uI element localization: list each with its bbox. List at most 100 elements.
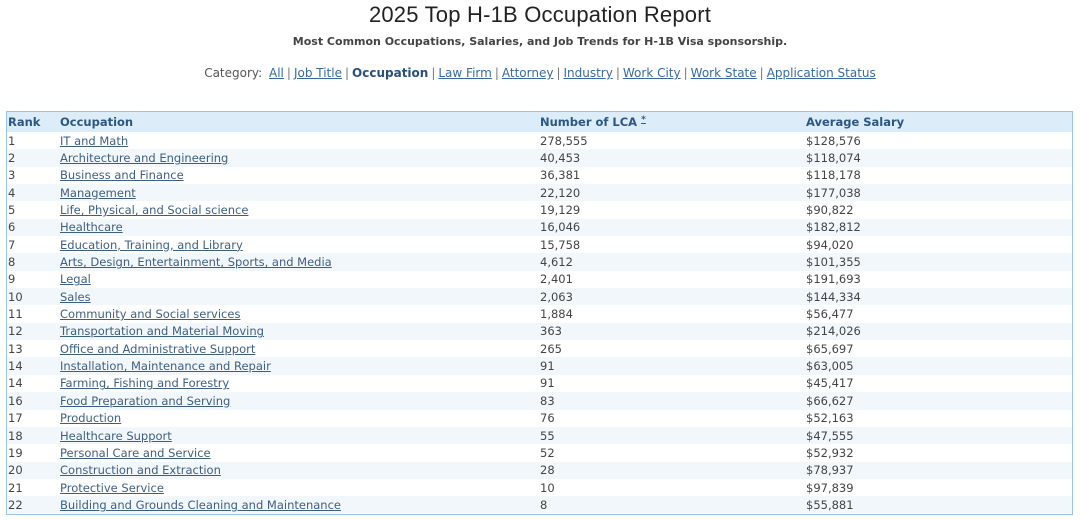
table-row: 17 Production 76 $52,163 bbox=[7, 409, 1072, 427]
category-link-industry[interactable]: Industry bbox=[563, 66, 613, 80]
category-separator: | bbox=[494, 66, 499, 80]
occupation-link[interactable]: Legal bbox=[60, 272, 91, 287]
category-separator: | bbox=[759, 66, 764, 80]
table-row: 9 Legal 2,401 $191,693 bbox=[7, 270, 1072, 289]
table-row: 12 Transportation and Material Moving 363 $… bbox=[7, 322, 1072, 341]
cell-average-salary: $47,555 bbox=[806, 426, 1072, 445]
column-header-lca[interactable]: Number of LCA * bbox=[540, 112, 806, 132]
cell-lca-count: 8 bbox=[540, 496, 806, 514]
table-row: 19 Personal Care and Service 52 $52,932 bbox=[7, 444, 1072, 462]
category-separator: | bbox=[286, 66, 291, 80]
cell-occupation: Construction and Extraction bbox=[60, 461, 540, 479]
column-header-occupation-label: Occupation bbox=[60, 115, 134, 129]
cell-lca-count: 52 bbox=[540, 444, 806, 462]
occupation-link[interactable]: Sales bbox=[60, 289, 91, 304]
occupation-link[interactable]: Architecture and Engineering bbox=[60, 151, 229, 166]
category-link-all[interactable]: All bbox=[269, 66, 284, 80]
cell-average-salary: $94,020 bbox=[806, 236, 1072, 254]
category-link-occupation[interactable]: Occupation bbox=[352, 66, 429, 80]
cell-lca-count: 16,046 bbox=[540, 218, 806, 237]
table-row: 21 Protective Service 10 $97,839 bbox=[7, 478, 1072, 497]
cell-occupation: Legal bbox=[60, 270, 540, 289]
occupation-link[interactable]: Food Preparation and Serving bbox=[60, 393, 231, 408]
cell-lca-count: 10 bbox=[540, 478, 806, 497]
occupation-link[interactable]: Business and Finance bbox=[60, 168, 184, 183]
column-header-rank[interactable]: Rank bbox=[7, 112, 60, 132]
cell-average-salary: $63,005 bbox=[806, 357, 1072, 375]
table-row: 2 Architecture and Engineering 40,453 $118,… bbox=[7, 149, 1072, 167]
cell-average-salary: $182,812 bbox=[806, 218, 1072, 237]
cell-lca-count: 36,381 bbox=[540, 166, 806, 185]
cell-average-salary: $101,355 bbox=[806, 253, 1072, 271]
occupation-link[interactable]: Farming, Fishing and Forestry bbox=[60, 376, 230, 391]
occupation-link[interactable]: Office and Administrative Support bbox=[60, 341, 256, 356]
cell-lca-count: 91 bbox=[540, 357, 806, 375]
cell-average-salary: $191,693 bbox=[806, 270, 1072, 289]
table-row: 6 Healthcare 16,046 $182,812 bbox=[7, 218, 1072, 237]
category-link-law-firm[interactable]: Law Firm bbox=[438, 66, 492, 80]
occupation-link[interactable]: Healthcare Support bbox=[60, 428, 172, 443]
table-row: 11 Community and Social services 1,884 $56,… bbox=[7, 305, 1072, 323]
occupation-link[interactable]: Arts, Design, Entertainment, Sports, and… bbox=[60, 255, 332, 270]
cell-lca-count: 278,555 bbox=[540, 132, 806, 150]
occupation-link[interactable]: Production bbox=[60, 411, 122, 426]
cell-occupation: Community and Social services bbox=[60, 305, 540, 323]
table-row: 16 Food Preparation and Serving 83 $66,627 bbox=[7, 392, 1072, 410]
cell-average-salary: $214,026 bbox=[806, 322, 1072, 341]
category-link-job-title[interactable]: Job Title bbox=[293, 66, 342, 80]
cell-average-salary: $65,697 bbox=[806, 340, 1072, 358]
occupation-link[interactable]: Building and Grounds Cleaning and Mainte… bbox=[60, 497, 341, 512]
cell-rank: 7 bbox=[7, 236, 60, 254]
cell-average-salary: $118,178 bbox=[806, 166, 1072, 185]
cell-occupation: Life, Physical, and Social science bbox=[60, 201, 540, 219]
occupation-link[interactable]: Healthcare bbox=[60, 220, 123, 235]
category-link-work-city[interactable]: Work City bbox=[622, 66, 681, 80]
cell-average-salary: $66,627 bbox=[806, 392, 1072, 410]
category-separator: | bbox=[615, 66, 620, 80]
cell-average-salary: $128,576 bbox=[806, 132, 1072, 150]
table-row: 10 Sales 2,063 $144,334 bbox=[7, 288, 1072, 306]
occupation-link[interactable]: Installation, Maintenance and Repair bbox=[60, 359, 271, 374]
category-link-attorney[interactable]: Attorney bbox=[501, 66, 554, 80]
cell-lca-count: 22,120 bbox=[540, 184, 806, 202]
cell-occupation: Management bbox=[60, 184, 540, 202]
occupation-link[interactable]: Community and Social services bbox=[60, 307, 241, 322]
occupation-link[interactable]: Management bbox=[60, 185, 136, 200]
cell-rank: 17 bbox=[7, 409, 60, 427]
table-row: 1 IT and Math 278,555 $128,576 bbox=[7, 132, 1072, 150]
cell-rank: 11 bbox=[7, 305, 60, 323]
cell-occupation: Production bbox=[60, 409, 540, 427]
category-separator: | bbox=[344, 66, 350, 80]
table-row: 14 Installation, Maintenance and Repair 91… bbox=[7, 357, 1072, 375]
table-row: 7 Education, Training, and Library 15,758 $… bbox=[7, 236, 1072, 254]
occupation-link[interactable]: Education, Training, and Library bbox=[60, 237, 243, 252]
occupation-link[interactable]: Personal Care and Service bbox=[60, 445, 211, 460]
cell-average-salary: $97,839 bbox=[806, 478, 1072, 497]
cell-rank: 18 bbox=[7, 426, 60, 445]
cell-lca-count: 28 bbox=[540, 461, 806, 479]
column-header-salary[interactable]: Average Salary bbox=[806, 112, 1072, 132]
cell-lca-count: 40,453 bbox=[540, 149, 806, 167]
cell-occupation: Arts, Design, Entertainment, Sports, and… bbox=[60, 253, 540, 271]
category-link-work-state[interactable]: Work State bbox=[690, 66, 757, 80]
occupation-link[interactable]: Transportation and Material Moving bbox=[60, 324, 264, 339]
table-header-row: Rank Occupation Number of LCA * Average … bbox=[7, 112, 1072, 132]
page-title: 2025 Top H-1B Occupation Report bbox=[368, 2, 712, 27]
cell-occupation: Farming, Fishing and Forestry bbox=[60, 374, 540, 393]
table-row: 18 Healthcare Support 55 $47,555 bbox=[7, 426, 1072, 445]
table-row: 22 Building and Grounds Cleaning and Main… bbox=[7, 496, 1072, 514]
category-separator: | bbox=[683, 66, 688, 80]
cell-average-salary: $45,417 bbox=[806, 374, 1072, 393]
occupation-link[interactable]: Construction and Extraction bbox=[60, 463, 221, 478]
category-link-application-status[interactable]: Application Status bbox=[766, 66, 876, 80]
column-header-occupation[interactable]: Occupation bbox=[60, 112, 540, 132]
cell-occupation: Healthcare Support bbox=[60, 426, 540, 445]
occupation-link[interactable]: Protective Service bbox=[60, 480, 164, 495]
occupation-link[interactable]: Life, Physical, and Social science bbox=[60, 203, 249, 218]
table-row: 4 Management 22,120 $177,038 bbox=[7, 184, 1072, 202]
cell-lca-count: 15,758 bbox=[540, 236, 806, 254]
cell-occupation: Office and Administrative Support bbox=[60, 340, 540, 358]
column-header-salary-label: Average Salary bbox=[806, 115, 905, 129]
cell-rank: 14 bbox=[7, 357, 60, 375]
occupation-link[interactable]: IT and Math bbox=[60, 133, 129, 148]
